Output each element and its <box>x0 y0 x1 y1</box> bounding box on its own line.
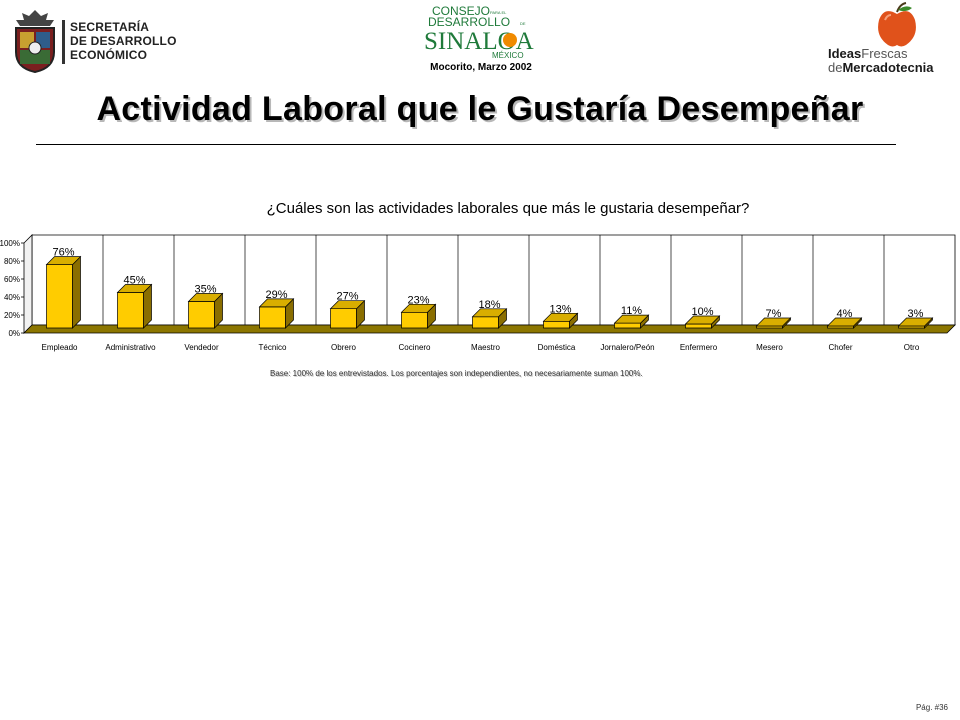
x-category-label: Obrero <box>331 343 356 352</box>
x-category-label: Mesero <box>756 343 783 352</box>
x-category-label: Maestro <box>471 343 500 352</box>
ideas-word: Ideas <box>828 46 862 61</box>
sde-logo-text: SECRETARÍA DE DESARROLLO ECONÓMICO <box>70 20 177 62</box>
y-tick-label: 20% <box>4 311 20 320</box>
x-category-label: Jornalero/Peón <box>600 343 654 352</box>
bar-top <box>755 317 792 327</box>
bar-top <box>116 284 153 293</box>
bar-front <box>472 316 499 329</box>
bar-front <box>46 264 73 329</box>
codesin-mexico: MÉXICO <box>492 51 524 60</box>
sde-line-3: ECONÓMICO <box>70 48 148 62</box>
bar-front <box>259 306 286 329</box>
y-tick-label: 60% <box>4 275 20 284</box>
page-number: Pág. #36 <box>915 703 948 712</box>
bar-front <box>330 308 357 329</box>
codesin-logo: CONSEJO PARA EL DESARROLLO DE SINALOA MÉ… <box>420 2 550 60</box>
header-date: Mocorito, Marzo 2002 <box>430 62 532 73</box>
y-tick-label: 0% <box>8 329 20 338</box>
bar-front <box>543 320 570 329</box>
bar-value-label: 18% <box>478 299 500 311</box>
sun-icon <box>503 33 517 47</box>
bar-value-label: 11% <box>621 305 642 317</box>
de-mercadotecnia-text: deMercadotecnia <box>828 60 934 75</box>
chart-floor <box>23 324 956 334</box>
codesin-de: DE <box>520 21 526 26</box>
bar-value-label: 10% <box>691 306 713 318</box>
x-category-label: Técnico <box>258 343 287 352</box>
sde-logo: SECRETARÍA DE DESARROLLO ECONÓMICO <box>8 6 178 76</box>
x-category-label: Chofer <box>828 343 852 352</box>
x-category-label: Cocinero <box>398 343 431 352</box>
bar-top <box>471 308 508 318</box>
bar-front <box>685 323 712 329</box>
bar-front <box>117 292 144 329</box>
x-category-label: Empleado <box>41 343 78 352</box>
sde-line-2: DE DESARROLLO <box>70 34 177 48</box>
bar-value-label: 35% <box>194 284 216 296</box>
bar-value-label: 3% <box>908 308 924 320</box>
codesin-desarrollo: DESARROLLO <box>428 15 510 29</box>
y-tick-label: 80% <box>4 257 20 266</box>
bar-value-label: 76% <box>52 247 74 259</box>
logo-divider <box>62 20 65 64</box>
codesin-logo-graphic: CONSEJO PARA EL DESARROLLO DE SINALOA MÉ… <box>424 4 534 60</box>
chart-base-note: Base: 100% de los entrevistados. Los por… <box>270 369 643 378</box>
page-title: Actividad Laboral que le Gustaría Desemp… <box>96 90 864 128</box>
bar-value-label: 45% <box>123 275 145 287</box>
bar-top <box>187 293 224 302</box>
y-tick-label: 40% <box>4 293 20 302</box>
bar-front <box>614 322 641 329</box>
bar-top <box>329 300 366 310</box>
frescas-word: Frescas <box>861 46 908 61</box>
sde-line-1: SECRETARÍA <box>70 20 150 34</box>
bar-top <box>542 312 579 322</box>
ideas-frescas-text: IdeasFrescas <box>828 46 907 61</box>
bar-top <box>400 303 437 313</box>
bar-value-label: 23% <box>407 294 429 306</box>
bar-value-label: 7% <box>766 308 782 320</box>
bar-top <box>897 317 934 327</box>
bar-front <box>188 301 215 329</box>
y-tick-label: 100% <box>0 239 20 248</box>
x-category-label: Otro <box>904 343 920 352</box>
bar-front <box>401 311 428 329</box>
bar-top <box>684 315 721 325</box>
chart-side-wall <box>23 234 33 334</box>
title-divider <box>36 144 896 145</box>
chart-title: ¿Cuáles son las actividades laborales qu… <box>266 200 750 217</box>
bar-top <box>613 314 650 324</box>
codesin-para-el: PARA EL <box>490 10 507 15</box>
mercadotecnia-word: Mercadotecnia <box>842 60 934 75</box>
codesin-consejo: CONSEJO <box>432 4 490 18</box>
x-category-label: Doméstica <box>538 343 576 352</box>
apple-icon <box>878 2 916 47</box>
bar-value-label: 27% <box>336 291 358 303</box>
bar-side <box>72 255 81 329</box>
bar-top <box>45 256 82 265</box>
bar-top <box>826 317 863 327</box>
de-word: de <box>828 60 843 75</box>
x-category-label: Enfermero <box>680 343 718 352</box>
x-category-label: Administrativo <box>105 343 156 352</box>
bar-value-label: 13% <box>549 303 571 315</box>
bar-top <box>258 298 295 308</box>
ideas-frescas-logo: IdeasFrescas deMercadotecnia <box>826 2 958 76</box>
state-coat-of-arms-icon <box>15 10 55 74</box>
bar-value-label: 29% <box>265 289 287 301</box>
bar-value-label: 4% <box>837 308 853 320</box>
x-category-label: Vendedor <box>184 343 219 352</box>
